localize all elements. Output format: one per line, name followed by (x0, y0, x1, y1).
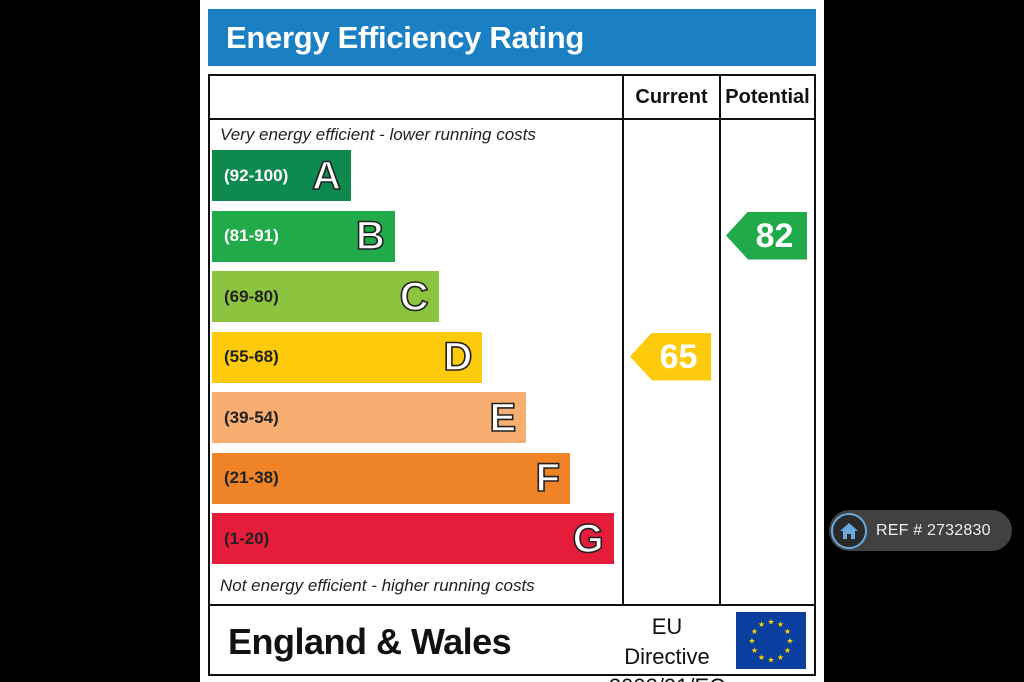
svg-text:★: ★ (751, 627, 758, 636)
rating-band-b: (81-91) B (212, 210, 395, 262)
rating-band-range: (1-20) (224, 528, 270, 548)
top-caption: Very energy efficient - lower running co… (220, 125, 536, 144)
eu-directive-line2: 2002/91/EC (606, 672, 728, 682)
rating-band-c: (69-80) C (212, 271, 439, 322)
svg-text:★: ★ (777, 653, 784, 662)
column-header-potential: Potential (725, 85, 810, 108)
bottom-caption: Not energy efficient - higher running co… (220, 576, 535, 595)
rating-band-range: (55-68) (224, 347, 279, 366)
svg-text:★: ★ (748, 637, 755, 646)
rating-band-d: (55-68) D (212, 331, 483, 383)
rating-band-letter: E (489, 395, 517, 440)
svg-text:★: ★ (767, 656, 774, 665)
title-bar: Energy Efficiency Rating (208, 9, 816, 66)
rating-band-g: (1-20) G (212, 513, 614, 564)
rating-band-letter: D (443, 335, 473, 379)
reference-badge[interactable]: REF # 2732830 (829, 510, 1012, 551)
header-divider (210, 118, 814, 120)
rating-band-range: (81-91) (224, 226, 279, 245)
rating-band-letter: A (311, 153, 341, 198)
rating-band-range: (92-100) (224, 165, 289, 185)
footer-divider (210, 604, 814, 606)
rating-band-letter: B (355, 214, 385, 258)
rating-band-a: (92-100) A (212, 150, 351, 201)
svg-text:★: ★ (784, 646, 791, 655)
epc-card: Energy Efficiency Rating Current Potenti… (200, 0, 824, 682)
potential-rating-value: 82 (755, 216, 794, 255)
rating-band-letter: C (399, 274, 429, 319)
rating-band-f: (21-38) F (212, 452, 570, 504)
column-header-current: Current (635, 85, 708, 108)
rating-band-letter: G (572, 516, 605, 561)
svg-text:★: ★ (751, 646, 758, 655)
rating-band-range: (21-38) (224, 468, 279, 487)
svg-text:★: ★ (767, 618, 774, 627)
eu-directive: EU Directive 2002/91/EC (606, 612, 728, 682)
home-icon (831, 512, 867, 549)
rating-band-e: (39-54) E (212, 392, 527, 443)
current-rating-value: 65 (659, 337, 698, 376)
svg-text:★: ★ (777, 620, 784, 629)
potential-rating-arrow: 82 (726, 211, 807, 260)
current-column-divider (622, 76, 624, 604)
svg-text:★: ★ (758, 620, 765, 629)
svg-text:★: ★ (786, 637, 793, 646)
rating-band-letter: F (535, 456, 561, 500)
footer-country: England & Wales (228, 621, 512, 662)
rating-table: Current Potential Very energy efficient … (208, 74, 816, 682)
eu-flag-icon: ★ ★ ★ ★ ★ ★ ★ ★ ★ ★ ★ ★ (736, 612, 806, 669)
potential-column-divider (719, 76, 721, 604)
rating-band-range: (39-54) (224, 407, 279, 427)
svg-text:★: ★ (784, 627, 791, 636)
svg-text:★: ★ (758, 653, 765, 662)
current-rating-arrow: 65 (630, 332, 711, 381)
reference-number: REF # 2732830 (876, 521, 991, 539)
eu-directive-line1: EU Directive (624, 614, 710, 669)
chart-title: Energy Efficiency Rating (226, 19, 585, 55)
rating-band-range: (69-80) (224, 286, 279, 306)
